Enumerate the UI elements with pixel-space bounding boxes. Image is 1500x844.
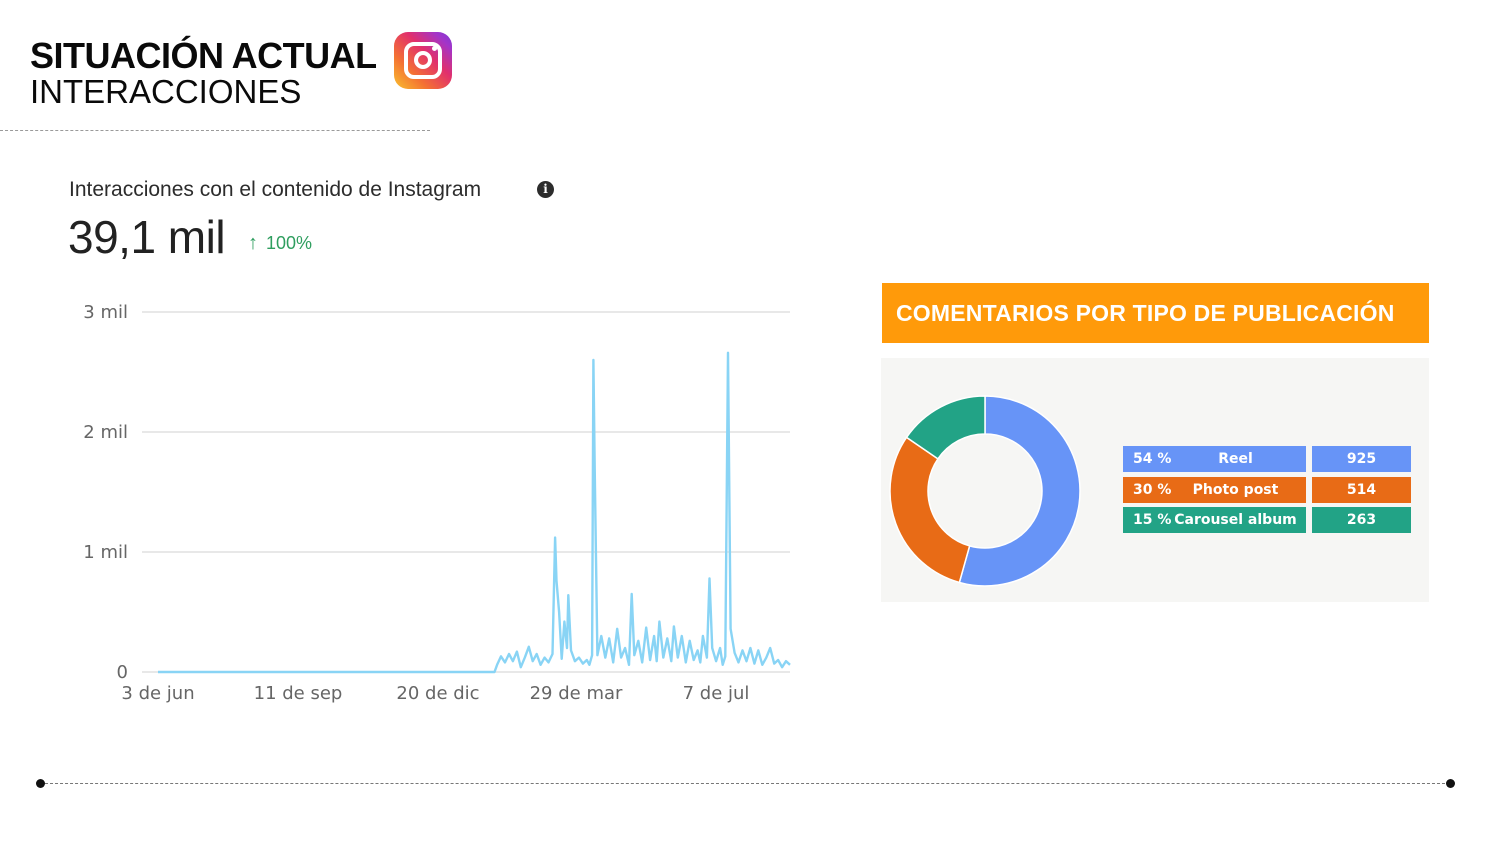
page-subtitle: INTERACCIONES <box>30 73 302 110</box>
info-icon[interactable]: i <box>537 181 554 198</box>
y-tick-label: 1 mil <box>83 542 128 563</box>
legend-label-cell: 15 % Carousel album <box>1123 507 1306 533</box>
x-tick-label: 20 de dic <box>396 683 479 704</box>
y-tick-label: 2 mil <box>83 422 128 443</box>
y-tick-label: 0 <box>117 662 128 683</box>
legend-count: 263 <box>1312 507 1411 533</box>
legend-percentage: 15 % <box>1133 512 1172 528</box>
instagram-icon-lens <box>414 51 432 69</box>
donut-slice-carousel-album <box>905 395 986 460</box>
legend-type: Photo post <box>1192 482 1279 498</box>
footer-dot-right <box>1446 779 1455 788</box>
interactions-line-chart: 0 1 mil 2 mil 3 mil 3 de jun 11 de sep 20 de d… <box>83 302 791 704</box>
insights-title: Interacciones con el contenido de Instag… <box>69 178 482 201</box>
total-interactions: 39,1 mil <box>68 211 226 263</box>
comments-chart-panel: 54 % Reel 925 30 % Photo post 514 15 % C… <box>881 358 1429 602</box>
donut-slice-photo-post <box>889 436 971 584</box>
instagram-icon-frame <box>404 42 442 79</box>
x-tick-label: 3 de jun <box>121 683 194 704</box>
instagram-icon <box>394 32 452 89</box>
legend-label-cell: 54 % Reel <box>1123 446 1306 472</box>
legend-row-carousel-album: 15 % Carousel album 263 <box>1123 507 1411 533</box>
footer-divider <box>40 783 1450 784</box>
legend-count: 514 <box>1312 477 1411 503</box>
legend-label-cell: 30 % Photo post <box>1123 477 1306 503</box>
y-tick-label: 3 mil <box>83 302 128 323</box>
footer-dot-left <box>36 779 45 788</box>
comments-chart-title: COMENTARIOS POR TIPO DE PUBLICACIÓN <box>882 283 1429 343</box>
growth-value: 100% <box>266 233 313 253</box>
page-title: SITUACIÓN ACTUAL <box>30 35 377 76</box>
comments-donut-chart <box>889 395 1081 587</box>
legend-count: 925 <box>1312 446 1411 472</box>
x-tick-label: 11 de sep <box>254 683 343 704</box>
donut-slice-reel <box>958 395 1081 587</box>
series-line <box>158 351 791 674</box>
header-divider <box>0 130 430 131</box>
legend-percentage: 30 % <box>1133 482 1172 498</box>
growth-indicator: ↑ 100% <box>248 232 312 255</box>
x-tick-label: 29 de mar <box>530 683 623 704</box>
arrow-up-icon: ↑ <box>248 232 258 254</box>
legend-row-photo-post: 30 % Photo post 514 <box>1123 477 1411 503</box>
legend-type: Carousel album <box>1174 512 1297 528</box>
legend-percentage: 54 % <box>1133 451 1172 467</box>
legend-type: Reel <box>1218 451 1253 467</box>
x-tick-label: 7 de jul <box>683 683 750 704</box>
legend-row-reel: 54 % Reel 925 <box>1123 446 1411 472</box>
instagram-icon-dot <box>432 46 437 51</box>
